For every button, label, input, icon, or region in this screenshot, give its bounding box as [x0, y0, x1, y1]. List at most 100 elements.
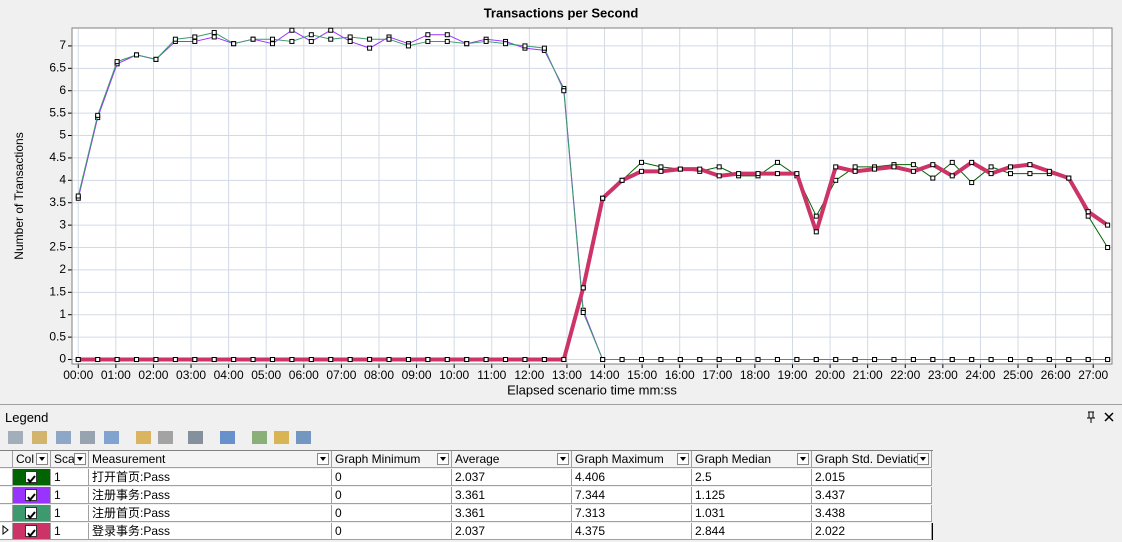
column-filter-button[interactable]	[557, 453, 569, 465]
point-marker	[192, 357, 198, 363]
x-tick-label: 25:00	[1003, 368, 1033, 382]
x-tick-label: 22:00	[890, 368, 920, 382]
y-tick-label: 6	[59, 83, 66, 97]
column-filter-button[interactable]	[797, 453, 809, 465]
toolbar-button[interactable]	[220, 431, 235, 444]
point-marker	[522, 43, 528, 49]
color-cell	[13, 505, 51, 522]
y-tick-label: 4	[59, 172, 66, 186]
point-marker	[891, 357, 897, 363]
column-header-text: Measurement	[92, 452, 166, 466]
point-marker	[930, 162, 936, 168]
point-marker	[503, 41, 509, 47]
point-marker	[1027, 171, 1033, 177]
x-tick-label: 20:00	[815, 368, 845, 382]
color-cell	[13, 523, 51, 540]
point-marker	[910, 162, 916, 168]
table-cell: 2.037	[452, 523, 572, 540]
point-marker	[231, 41, 237, 47]
table-cell: 登录事务:Pass	[89, 523, 332, 540]
legend-row[interactable]: 1 登录事务:Pass 0 2.037 4.375 2.844 2.022	[0, 523, 933, 540]
row-selector	[0, 523, 13, 540]
point-marker	[638, 168, 644, 174]
visibility-checkbox[interactable]	[25, 525, 37, 538]
toolbar-button[interactable]	[188, 431, 203, 444]
point-marker	[192, 38, 198, 44]
point-marker	[1046, 357, 1052, 363]
x-tick-label: 05:00	[251, 368, 281, 382]
column-header-text: Graph Minimum	[335, 452, 421, 466]
point-marker	[949, 357, 955, 363]
column-header-text: Sca	[54, 452, 75, 466]
column-filter-button[interactable]	[36, 453, 48, 465]
close-button[interactable]	[1104, 412, 1114, 422]
y-tick-label: 5.5	[49, 105, 66, 119]
check-mark	[27, 493, 36, 502]
table-cell: 0	[332, 487, 452, 504]
column-filter-button[interactable]	[74, 453, 86, 465]
point-marker	[541, 45, 547, 51]
toolbar-button[interactable]	[8, 431, 23, 444]
point-marker	[949, 173, 955, 179]
toolbar-button[interactable]	[158, 431, 173, 444]
table-cell: 1	[51, 523, 89, 540]
point-marker	[1066, 357, 1072, 363]
legend-row[interactable]: 1 注册事务:Pass 0 3.361 7.344 1.125 3.437	[0, 487, 933, 504]
point-marker	[405, 357, 411, 363]
x-tick-label: 24:00	[965, 368, 995, 382]
column-header: Graph Minimum	[332, 451, 452, 468]
column-filter-button[interactable]	[317, 453, 329, 465]
point-marker	[677, 357, 683, 363]
toolbar-button[interactable]	[252, 431, 267, 444]
toolbar-button[interactable]	[136, 431, 151, 444]
y-tick-label: 2	[59, 262, 66, 276]
row-selector	[0, 505, 13, 522]
point-marker	[658, 168, 664, 174]
toolbar-button[interactable]	[104, 431, 119, 444]
point-marker	[425, 32, 431, 38]
visibility-checkbox[interactable]	[25, 507, 37, 520]
point-marker	[600, 357, 606, 363]
table-cell: 2.015	[812, 469, 932, 486]
x-tick-label: 11:00	[477, 368, 506, 382]
point-marker	[619, 177, 625, 183]
column-filter-button[interactable]	[917, 453, 929, 465]
table-cell: 3.437	[812, 487, 932, 504]
x-tick-label: 26:00	[1041, 368, 1071, 382]
legend-row[interactable]: 1 打开首页:Pass 0 2.037 4.406 2.5 2.015	[0, 469, 933, 486]
toolbar-button[interactable]	[274, 431, 289, 444]
point-marker	[425, 357, 431, 363]
check-mark	[27, 475, 36, 484]
point-marker	[1008, 357, 1014, 363]
column-filter-button[interactable]	[677, 453, 689, 465]
table-cell: 0	[332, 469, 452, 486]
visibility-checkbox[interactable]	[25, 489, 37, 502]
point-marker	[833, 164, 839, 170]
point-marker	[153, 56, 159, 62]
y-tick-label: 3	[59, 217, 66, 231]
table-cell: 2.844	[692, 523, 812, 540]
x-tick-label: 14:00	[590, 368, 620, 382]
legend-row[interactable]: 1 注册首页:Pass 0 3.361 7.313 1.031 3.438	[0, 505, 933, 522]
table-cell: 2.022	[812, 523, 932, 540]
column-filter-button[interactable]	[437, 453, 449, 465]
toolbar-button[interactable]	[80, 431, 95, 444]
column-header-text: Graph Median	[695, 452, 772, 466]
point-marker	[677, 166, 683, 172]
point-marker	[1027, 357, 1033, 363]
x-tick-label: 07:00	[326, 368, 356, 382]
toolbar-button[interactable]	[56, 431, 71, 444]
point-marker	[755, 357, 761, 363]
pin-button[interactable]	[1086, 411, 1096, 423]
point-marker	[852, 357, 858, 363]
toolbar-button[interactable]	[296, 431, 311, 444]
x-tick-label: 03:00	[176, 368, 206, 382]
point-marker	[891, 164, 897, 170]
point-marker	[134, 357, 140, 363]
column-header: Average	[452, 451, 572, 468]
point-marker	[347, 38, 353, 44]
visibility-checkbox[interactable]	[25, 471, 37, 484]
point-marker	[503, 357, 509, 363]
toolbar-button[interactable]	[32, 431, 47, 444]
column-header: Col	[13, 451, 51, 468]
